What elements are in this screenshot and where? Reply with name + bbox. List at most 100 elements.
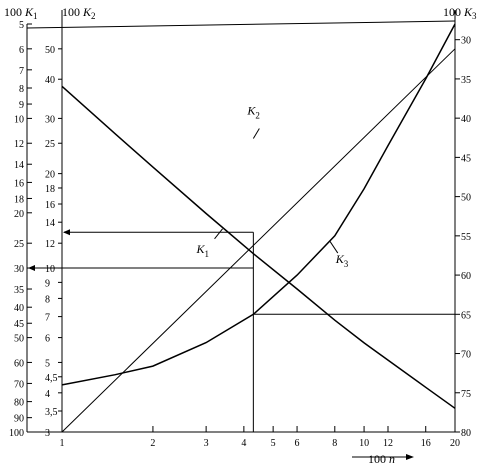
x-tick-label: 5	[271, 438, 276, 449]
x-tick-label: 6	[295, 438, 300, 449]
k3-tick-label: 50	[461, 193, 471, 204]
curve-label-sub-k2: 2	[255, 110, 259, 120]
x-axis: 1 2 3 4 5 6 8 10 12 16 20	[60, 426, 460, 449]
reading-k2-arrowhead	[63, 229, 70, 236]
frame	[26, 10, 456, 433]
curve-label-leader-k1	[214, 228, 223, 240]
k1-tick-label: 90	[14, 414, 24, 425]
k2-tick-label: 50	[45, 45, 55, 56]
k2-axis-title-prefix: 100	[62, 5, 83, 19]
curve-k3	[61, 23, 456, 386]
k2-tick-label: 10	[45, 264, 55, 275]
k1-tick-label: 8	[19, 84, 24, 95]
k3-tick-label: 30	[461, 36, 471, 47]
curve-k2	[61, 48, 456, 433]
k1-axis-title-prefix: 100	[4, 5, 25, 19]
k3-axis-title-sub: 3	[472, 11, 477, 21]
curve-label-k1: K1	[196, 242, 210, 259]
k1-tick-label: 5	[19, 20, 24, 31]
k2-tick-label: 7	[45, 313, 50, 324]
x-axis-arrowhead	[406, 454, 414, 460]
k3-tick-label: 40	[461, 114, 471, 125]
reading-lines	[28, 229, 455, 432]
k2-axis-title-var: K	[82, 5, 92, 19]
top-border-line	[26, 20, 456, 29]
k1-tick-label: 10	[14, 114, 24, 125]
curve-label-k3: K3	[335, 252, 349, 269]
x-axis-title-prefix: 100	[368, 452, 389, 466]
x-axis-title-var: n	[389, 452, 395, 466]
k2-tick-label: 5	[45, 358, 50, 369]
k2-tick-label: 40	[45, 75, 55, 86]
k3-axis-title-var: K	[463, 5, 473, 19]
k1-tick-label: 100	[9, 428, 24, 439]
k3-axis-title-prefix: 100	[443, 5, 464, 19]
k1-tick-label: 70	[14, 379, 24, 390]
k3-tick-label: 45	[461, 153, 471, 164]
curve-label-leader-k3	[329, 240, 339, 254]
k2-tick-label: 8	[45, 294, 50, 305]
k2-tick-label: 16	[45, 200, 55, 211]
k2-tick-label: 3	[45, 428, 50, 439]
k3-axis: 30 35 40 45 50 55 60 65 70 75 80	[455, 36, 471, 439]
curve-k1	[61, 85, 456, 409]
x-tick-label: 8	[332, 438, 337, 449]
k1-tick-label: 40	[14, 303, 24, 314]
curve-label-sub-k1: 1	[205, 249, 210, 259]
k1-tick-label: 9	[19, 100, 24, 111]
k3-axis-title: 100 K3	[443, 5, 477, 21]
k2-tick-label: 4	[45, 389, 50, 400]
curve-label-leader-k2	[252, 128, 260, 139]
k2-tick-label: 20	[45, 170, 55, 181]
k1-tick-label: 12	[14, 139, 24, 150]
k2-tick-label: 12	[45, 239, 55, 250]
k2-axis: 50 40 30 25 20 18 16 14 12 10 9 8 7 6 5 4,5 4 3,5 3	[45, 45, 62, 439]
k3-tick-label: 80	[461, 428, 471, 439]
reading-k1-arrowhead	[28, 265, 35, 272]
curves: K1 K2 K3	[61, 23, 456, 433]
k1-tick-label: 18	[14, 194, 24, 205]
k1-tick-label: 16	[14, 178, 24, 189]
k2-axis-title: 100 K2	[62, 5, 96, 21]
k1-tick-label: 80	[14, 398, 24, 409]
x-axis-title: 100 n	[368, 452, 395, 466]
k1-tick-label: 7	[19, 66, 24, 77]
k1-tick-label: 20	[14, 209, 24, 220]
x-tick-label: 3	[204, 438, 209, 449]
k2-tick-label: 4,5	[45, 373, 58, 384]
x-tick-label: 20	[450, 438, 460, 449]
k2-tick-label: 6	[45, 334, 50, 345]
k1-tick-label: 30	[14, 264, 24, 275]
x-tick-label: 10	[359, 438, 369, 449]
x-tick-label: 16	[421, 438, 431, 449]
x-tick-label: 2	[150, 438, 155, 449]
k3-tick-label: 35	[461, 75, 471, 86]
curve-label-k2: K2	[246, 103, 260, 120]
k3-tick-label: 65	[461, 310, 471, 321]
x-tick-label: 1	[60, 438, 65, 449]
k2-tick-label: 18	[45, 184, 55, 195]
k1-tick-label: 60	[14, 358, 24, 369]
k1-tick-label: 35	[14, 285, 24, 296]
k3-tick-label: 70	[461, 350, 471, 361]
k1-tick-label: 6	[19, 45, 24, 56]
x-tick-label: 12	[383, 438, 393, 449]
k1-tick-label: 50	[14, 334, 24, 345]
k3-tick-label: 55	[461, 232, 471, 243]
k2-axis-title-sub: 2	[91, 11, 96, 21]
curve-label-sub-k3: 3	[344, 259, 349, 269]
k1-tick-label: 25	[14, 239, 24, 250]
k1-axis-title-sub: 1	[33, 11, 38, 21]
k2-tick-label: 30	[45, 114, 55, 125]
k1-tick-label: 14	[14, 160, 24, 171]
k1-axis-title-var: K	[24, 5, 34, 19]
k2-tick-label: 9	[45, 278, 50, 289]
k2-tick-label: 14	[45, 218, 55, 229]
k1-axis-title: 100 K1	[4, 5, 38, 21]
k1-axis: 5 6 7 8 9 10 12 14 16 18 20 25 30 35 40 45 50 60 70 80 90 100	[9, 20, 32, 439]
k2-tick-label: 25	[45, 139, 55, 150]
k3-tick-label: 60	[461, 271, 471, 282]
